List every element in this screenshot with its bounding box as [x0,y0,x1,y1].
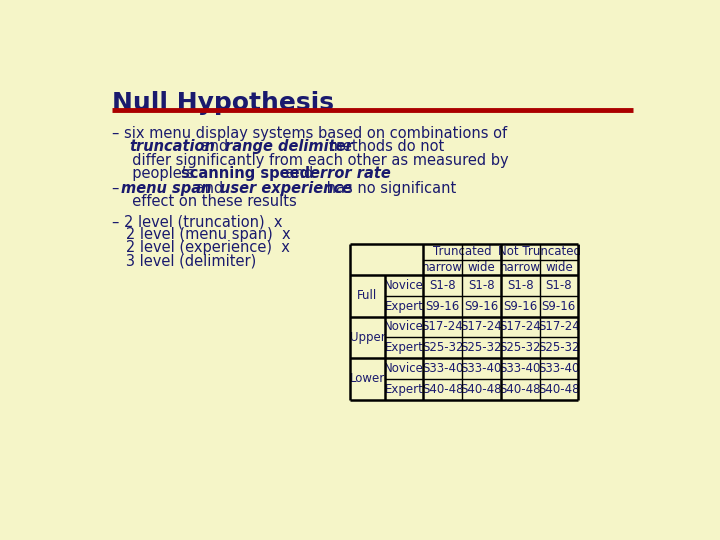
Text: –: – [112,181,124,196]
Text: error rate: error rate [310,166,391,181]
Text: differ significantly from each other as measured by: differ significantly from each other as … [122,153,508,167]
Text: and: and [191,181,228,196]
Text: Expert: Expert [384,300,423,313]
Text: Novice: Novice [384,320,424,334]
Text: S33-40: S33-40 [422,362,463,375]
Text: narrow: narrow [500,261,541,274]
Text: Full: Full [357,289,377,302]
Text: S33-40: S33-40 [461,362,502,375]
Text: – six menu display systems based on combinations of: – six menu display systems based on comb… [112,126,507,141]
Text: wide: wide [467,261,495,274]
Text: – 2 level (truncation)  x: – 2 level (truncation) x [112,214,282,229]
Text: Truncated: Truncated [433,245,491,259]
Text: S1-8: S1-8 [546,279,572,292]
Text: 2 level (menu span)  x: 2 level (menu span) x [112,227,290,242]
Text: methods do not: methods do not [324,139,444,154]
Text: S25-32: S25-32 [500,341,541,354]
Text: S9-16: S9-16 [464,300,498,313]
Text: and: and [282,166,318,181]
Text: S1-8: S1-8 [507,279,534,292]
Text: Novice: Novice [384,279,424,292]
Text: Expert: Expert [384,383,423,396]
Text: people’s: people’s [122,166,198,181]
Text: S9-16: S9-16 [503,300,537,313]
Text: Null Hypothesis: Null Hypothesis [112,91,333,115]
Text: S17-24: S17-24 [538,320,580,334]
Text: S25-32: S25-32 [422,341,464,354]
Text: Lower: Lower [350,373,385,386]
Text: Upper: Upper [350,331,385,344]
Text: 2 level (experience)  x: 2 level (experience) x [112,240,289,255]
Text: Novice: Novice [384,362,424,375]
Text: S1-8: S1-8 [429,279,456,292]
Text: narrow: narrow [422,261,463,274]
Text: scanning speed: scanning speed [181,166,310,181]
Text: S1-8: S1-8 [468,279,495,292]
Text: S40-48: S40-48 [500,383,541,396]
Text: S9-16: S9-16 [541,300,576,313]
Text: 3 level (delimiter): 3 level (delimiter) [112,253,256,268]
Text: wide: wide [545,261,572,274]
Text: menu span: menu span [121,181,212,196]
Text: and: and [197,139,233,154]
Text: has no significant: has no significant [322,181,456,196]
Text: user experience: user experience [220,181,351,196]
Text: S25-32: S25-32 [538,341,580,354]
Text: S33-40: S33-40 [538,362,580,375]
Text: Expert: Expert [384,341,423,354]
Text: effect on these results: effect on these results [122,194,297,209]
Text: S33-40: S33-40 [500,362,541,375]
Text: truncation: truncation [130,139,215,154]
Text: range delimiter: range delimiter [225,139,353,154]
Text: S25-32: S25-32 [461,341,502,354]
Text: Not Truncated: Not Truncated [498,245,581,259]
Text: S40-48: S40-48 [538,383,580,396]
Text: S9-16: S9-16 [426,300,460,313]
Text: S40-48: S40-48 [422,383,464,396]
Text: S17-24: S17-24 [422,320,464,334]
Text: S40-48: S40-48 [461,383,502,396]
Text: S17-24: S17-24 [499,320,541,334]
Text: S17-24: S17-24 [461,320,503,334]
